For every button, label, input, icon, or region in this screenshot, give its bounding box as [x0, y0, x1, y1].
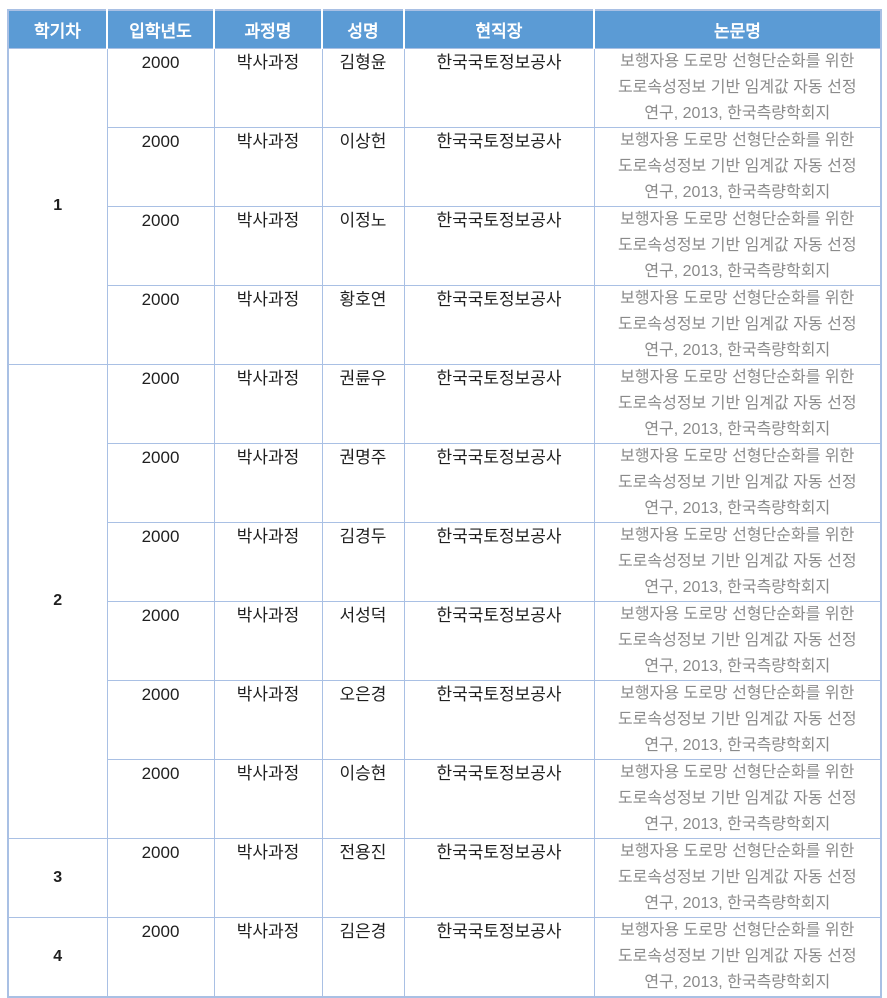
course-cell: 박사과정 — [213, 126, 323, 207]
name-cell: 권륜우 — [321, 363, 405, 444]
course-cell: 박사과정 — [213, 758, 323, 839]
workplace-cell: 한국국토정보공사 — [403, 837, 595, 918]
name-cell: 오은경 — [321, 679, 405, 760]
workplace-cell: 한국국토정보공사 — [403, 679, 595, 760]
name-cell: 권명주 — [321, 442, 405, 523]
table-row: 2000 박사과정 이상헌 한국국토정보공사 보행자용 도로망 선형단순화를 위한 도로… — [8, 126, 882, 207]
table-row: 2000 박사과정 서성덕 한국국토정보공사 보행자용 도로망 선형단순화를 위한 도로… — [8, 600, 882, 681]
year-cell: 2000 — [106, 47, 215, 128]
table-row: 2000 박사과정 오은경 한국국토정보공사 보행자용 도로망 선형단순화를 위한 도로… — [8, 679, 882, 760]
semester-cell: 1 — [7, 47, 108, 365]
name-cell: 이정노 — [321, 205, 405, 286]
workplace-cell: 한국국토정보공사 — [403, 126, 595, 207]
workplace-cell: 한국국토정보공사 — [403, 521, 595, 602]
year-cell: 2000 — [106, 758, 215, 839]
thesis-cell: 보행자용 도로망 선형단순화를 위한 도로속성정보 기반 임계값 자동 선정 연… — [593, 47, 882, 128]
alumni-table-container: 학기차 입학년도 과정명 성명 현직장 논문명 1 2000 박사과정 김형윤 한국국토… — [7, 9, 882, 998]
course-cell: 박사과정 — [213, 679, 323, 760]
thesis-cell: 보행자용 도로망 선형단순화를 위한 도로속성정보 기반 임계값 자동 선정 연… — [593, 205, 882, 286]
thesis-cell: 보행자용 도로망 선형단순화를 위한 도로속성정보 기반 임계값 자동 선정 연… — [593, 521, 882, 602]
header-row: 학기차 입학년도 과정명 성명 현직장 논문명 — [8, 10, 881, 49]
alumni-table: 학기차 입학년도 과정명 성명 현직장 논문명 1 2000 박사과정 김형윤 한국국토… — [7, 9, 882, 998]
semester-cell: 2 — [7, 363, 108, 839]
thesis-cell: 보행자용 도로망 선형단순화를 위한 도로속성정보 기반 임계값 자동 선정 연… — [593, 126, 882, 207]
table-row: 2000 박사과정 이승현 한국국토정보공사 보행자용 도로망 선형단순화를 위한 도로… — [8, 758, 882, 839]
workplace-cell: 한국국토정보공사 — [403, 442, 595, 523]
name-cell: 전용진 — [321, 837, 405, 918]
workplace-cell: 한국국토정보공사 — [403, 284, 595, 365]
course-cell: 박사과정 — [213, 205, 323, 286]
name-cell: 김경두 — [321, 521, 405, 602]
workplace-cell: 한국국토정보공사 — [403, 758, 595, 839]
semester-cell: 3 — [7, 837, 108, 918]
year-cell: 2000 — [106, 284, 215, 365]
thesis-cell: 보행자용 도로망 선형단순화를 위한 도로속성정보 기반 임계값 자동 선정 연… — [593, 284, 882, 365]
workplace-cell: 한국국토정보공사 — [403, 600, 595, 681]
course-cell: 박사과정 — [213, 600, 323, 681]
table-row: 1 2000 박사과정 김형윤 한국국토정보공사 보행자용 도로망 선형단순화를 위한 도… — [7, 47, 882, 365]
thesis-cell: 보행자용 도로망 선형단순화를 위한 도로속성정보 기반 임계값 자동 선정 연… — [593, 916, 882, 997]
table-row: 2 2000 박사과정 권륜우 한국국토정보공사 보행자용 도로망 선형단순화를 위한 도… — [7, 363, 882, 839]
col-header-name: 성명 — [321, 10, 404, 49]
year-cell: 2000 — [106, 363, 215, 444]
table-row: 4 2000 박사과정 김은경 한국국토정보공사 보행자용 도로망 선형단순화를 위한 도… — [7, 916, 882, 997]
col-header-semester: 학기차 — [8, 10, 107, 49]
name-cell: 이상헌 — [321, 126, 405, 207]
course-cell: 박사과정 — [213, 521, 323, 602]
name-cell: 이승현 — [321, 758, 405, 839]
workplace-cell: 한국국토정보공사 — [403, 205, 595, 286]
workplace-cell: 한국국토정보공사 — [403, 47, 595, 128]
name-cell: 김은경 — [321, 916, 405, 997]
year-cell: 2000 — [106, 916, 215, 997]
thesis-cell: 보행자용 도로망 선형단순화를 위한 도로속성정보 기반 임계값 자동 선정 연… — [593, 600, 882, 681]
thesis-cell: 보행자용 도로망 선형단순화를 위한 도로속성정보 기반 임계값 자동 선정 연… — [593, 442, 882, 523]
table-row: 2000 박사과정 김경두 한국국토정보공사 보행자용 도로망 선형단순화를 위한 도로… — [8, 521, 882, 602]
thesis-cell: 보행자용 도로망 선형단순화를 위한 도로속성정보 기반 임계값 자동 선정 연… — [593, 679, 882, 760]
course-cell: 박사과정 — [213, 916, 323, 997]
semester-cell: 4 — [7, 916, 108, 997]
col-header-workplace: 현직장 — [403, 10, 594, 49]
name-cell: 서성덕 — [321, 600, 405, 681]
year-cell: 2000 — [106, 521, 215, 602]
year-cell: 2000 — [106, 442, 215, 523]
col-header-year: 입학년도 — [106, 10, 214, 49]
course-cell: 박사과정 — [213, 47, 323, 128]
thesis-cell: 보행자용 도로망 선형단순화를 위한 도로속성정보 기반 임계값 자동 선정 연… — [593, 758, 882, 839]
year-cell: 2000 — [106, 126, 215, 207]
workplace-cell: 한국국토정보공사 — [403, 363, 595, 444]
thesis-cell: 보행자용 도로망 선형단순화를 위한 도로속성정보 기반 임계값 자동 선정 연… — [593, 837, 882, 918]
workplace-cell: 한국국토정보공사 — [403, 916, 595, 997]
course-cell: 박사과정 — [213, 284, 323, 365]
table-row: 3 2000 박사과정 전용진 한국국토정보공사 보행자용 도로망 선형단순화를 위한 도… — [7, 837, 882, 918]
name-cell: 황호연 — [321, 284, 405, 365]
col-header-thesis: 논문명 — [593, 10, 881, 49]
table-row: 2000 박사과정 황호연 한국국토정보공사 보행자용 도로망 선형단순화를 위한 도로… — [8, 284, 882, 365]
course-cell: 박사과정 — [213, 442, 323, 523]
year-cell: 2000 — [106, 600, 215, 681]
course-cell: 박사과정 — [213, 363, 323, 444]
table-row: 2000 박사과정 이정노 한국국토정보공사 보행자용 도로망 선형단순화를 위한 도로… — [8, 205, 882, 286]
year-cell: 2000 — [106, 679, 215, 760]
table-row: 2000 박사과정 권명주 한국국토정보공사 보행자용 도로망 선형단순화를 위한 도로… — [8, 442, 882, 523]
thesis-cell: 보행자용 도로망 선형단순화를 위한 도로속성정보 기반 임계값 자동 선정 연… — [593, 363, 882, 444]
year-cell: 2000 — [106, 205, 215, 286]
name-cell: 김형윤 — [321, 47, 405, 128]
col-header-course: 과정명 — [213, 10, 322, 49]
course-cell: 박사과정 — [213, 837, 323, 918]
year-cell: 2000 — [106, 837, 215, 918]
